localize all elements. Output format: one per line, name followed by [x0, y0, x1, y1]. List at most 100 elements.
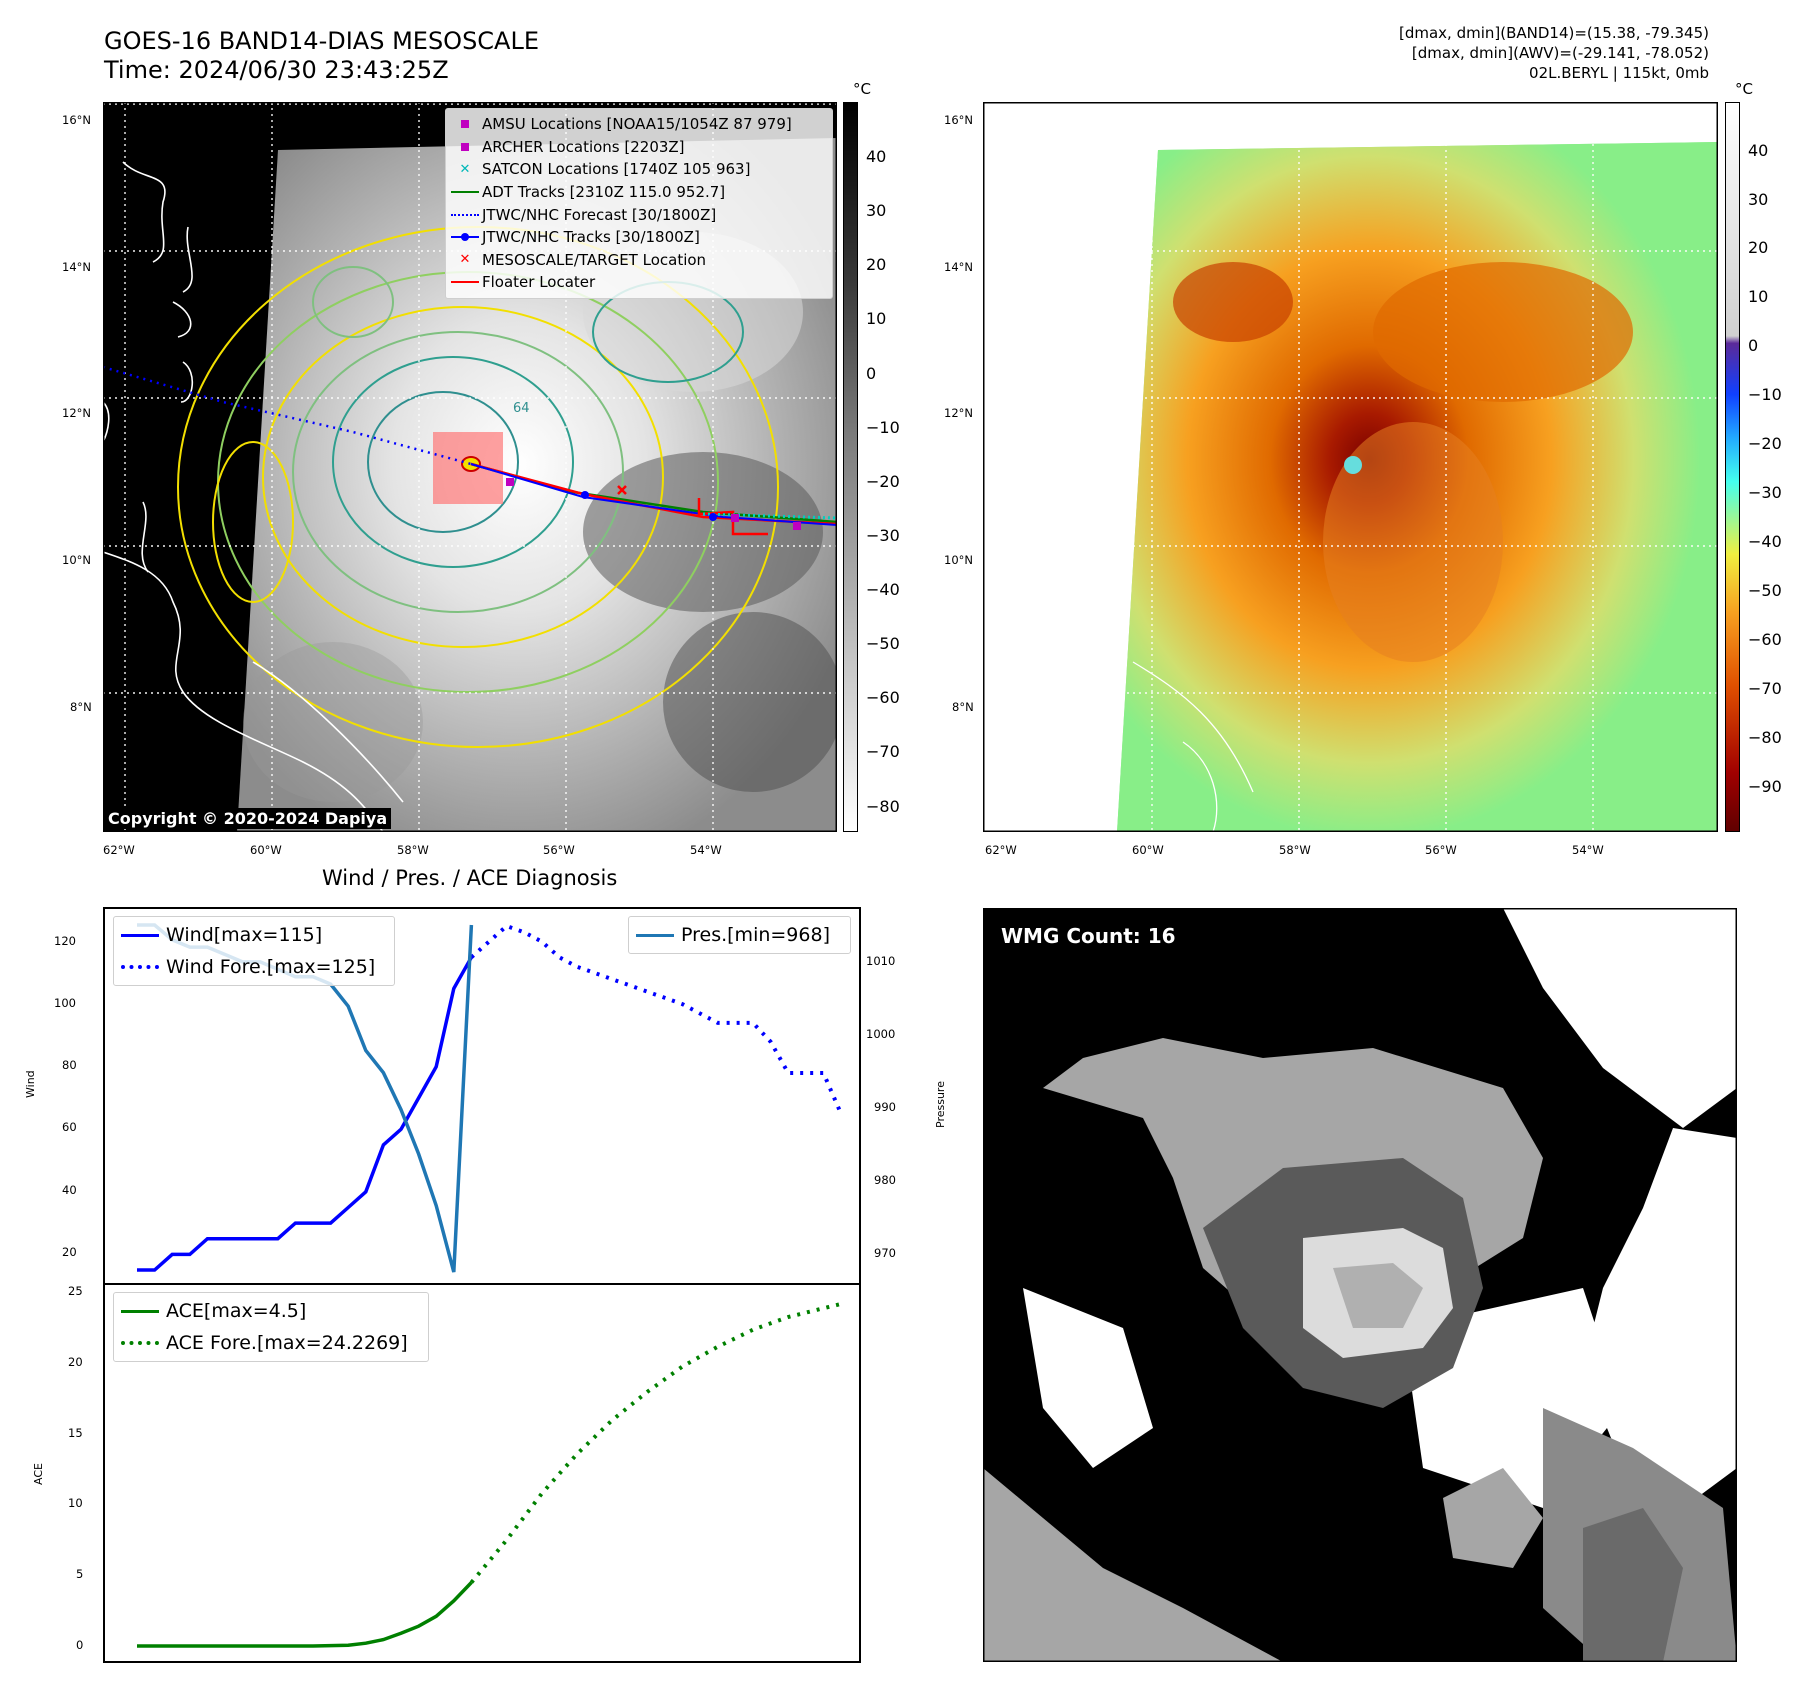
wmg-image: [983, 908, 1737, 1662]
legend-archer: ARCHER Locations [2203Z]: [448, 136, 830, 159]
ir-cb-tick: −60: [866, 688, 900, 707]
lat-tick-16n: 16°N: [62, 113, 91, 127]
wind-tick: 80: [62, 1058, 77, 1072]
green-line-icon: [451, 191, 479, 194]
lon-tick-54w: 54°W: [690, 843, 722, 857]
ir-cb-tick: −30: [866, 526, 900, 545]
lat-tick-12n: 12°N: [62, 406, 91, 420]
lat-tick-12n: 12°N: [944, 406, 973, 420]
ir-cb-tick: 10: [866, 309, 887, 328]
lon-tick-54w: 54°W: [1572, 843, 1604, 857]
ace-tick: 25: [68, 1284, 83, 1298]
wmg-count-label: WMG Count: 16: [1001, 924, 1176, 948]
awv-cb-tick: −40: [1748, 532, 1782, 551]
ir-cb-tick: 30: [866, 201, 887, 220]
ir-cb-tick: 40: [866, 147, 887, 166]
ir-cb-tick: −80: [866, 797, 900, 816]
pressure-tick: 1000: [866, 1027, 896, 1041]
contour-label: 64: [513, 401, 530, 416]
cyan-x-icon: ✕: [459, 161, 471, 177]
ir-cb-tick: −10: [866, 418, 900, 437]
blue-line-dot-icon: [451, 233, 479, 242]
ace-series-line: [137, 1581, 473, 1648]
lon-tick-56w: 56°W: [543, 843, 575, 857]
ir-cb-tick: −40: [866, 580, 900, 599]
lat-tick-14n: 14°N: [944, 260, 973, 274]
ace-tick: 15: [68, 1426, 83, 1440]
awv-cb-tick: 20: [1748, 238, 1769, 257]
ace-tick: 5: [76, 1567, 84, 1581]
lon-tick-62w: 62°W: [985, 843, 1017, 857]
wind-legend: Wind[max=115] Wind Fore.[max=125]: [113, 916, 395, 986]
legend-floater: Floater Locater: [448, 271, 830, 294]
awv-map-panel: [983, 102, 1718, 832]
ace-axis-label: ACE: [32, 1463, 45, 1485]
magenta-square-icon: [461, 142, 469, 151]
ace-tick: 10: [68, 1496, 83, 1510]
lat-tick-10n: 10°N: [944, 553, 973, 567]
magenta-square-icon: [461, 120, 469, 129]
ir-colorbar: [843, 102, 858, 832]
ir-colorbar-unit: °C: [853, 80, 871, 98]
wind-axis-label: Wind: [24, 1070, 37, 1098]
awv-cb-tick: 30: [1748, 190, 1769, 209]
awv-cb-tick: −20: [1748, 434, 1782, 453]
awv-cb-tick: −80: [1748, 728, 1782, 747]
awv-cb-tick: 0: [1748, 336, 1759, 355]
ir-cb-tick: 20: [866, 255, 887, 274]
wind-tick: 60: [62, 1120, 77, 1134]
green-dotted-line-icon: [121, 1341, 159, 1345]
awv-cb-tick: −90: [1748, 777, 1782, 796]
copyright-label: Copyright © 2020-2024 Dapiya: [104, 808, 392, 829]
info-band14: [dmax, dmin](BAND14)=(15.38, -79.345): [1398, 24, 1709, 42]
ace-legend: ACE[max=4.5] ACE Fore.[max=24.2269]: [113, 1292, 429, 1362]
info-awv: [dmax, dmin](AWV)=(-29.141, -78.052): [1411, 44, 1709, 62]
lon-tick-56w: 56°W: [1425, 843, 1457, 857]
pressure-tick: 970: [874, 1246, 896, 1260]
legend-tracks: JTWC/NHC Tracks [30/1800Z]: [448, 226, 830, 249]
awv-cb-tick: 40: [1748, 141, 1769, 160]
wind-forecast-series-line: [470, 923, 843, 1115]
ir-cb-tick: −50: [866, 634, 900, 653]
awv-map-image: [983, 102, 1718, 832]
ir-cb-tick: 0: [866, 364, 877, 383]
lat-tick-10n: 10°N: [62, 553, 91, 567]
ace-forecast-series-line: [469, 1301, 842, 1584]
pressure-axis-label: Pressure: [934, 1081, 947, 1128]
legend-adt: ADT Tracks [2310Z 115.0 952.7]: [448, 181, 830, 204]
blue-dotted-line-icon: [451, 213, 479, 216]
lat-tick-8n: 8°N: [952, 700, 974, 714]
legend-mesoscale: ✕ MESOSCALE/TARGET Location: [448, 249, 830, 272]
awv-cb-tick: −30: [1748, 483, 1782, 502]
pressure-tick: 990: [874, 1100, 896, 1114]
awv-cb-tick: 10: [1748, 287, 1769, 306]
lon-tick-58w: 58°W: [397, 843, 429, 857]
wind-tick: 40: [62, 1183, 77, 1197]
green-line-icon: [121, 1309, 159, 1313]
wind-tick: 120: [54, 934, 76, 948]
red-x-icon: ✕: [459, 252, 471, 268]
awv-colorbar-unit: °C: [1735, 80, 1753, 98]
blue-line-icon: [121, 933, 159, 937]
awv-cb-tick: −10: [1748, 385, 1782, 404]
blue-dotted-line-icon: [121, 965, 159, 969]
legend-wind-forecast: Wind Fore.[max=125]: [114, 951, 394, 983]
lat-tick-8n: 8°N: [70, 700, 92, 714]
awv-cb-tick: −70: [1748, 679, 1782, 698]
lon-tick-62w: 62°W: [103, 843, 135, 857]
legend-ace-forecast: ACE Fore.[max=24.2269]: [114, 1327, 428, 1359]
legend-wind: Wind[max=115]: [114, 919, 394, 951]
wmg-panel: [983, 908, 1737, 1662]
chart-time: Time: 2024/06/30 23:43:25Z: [104, 56, 449, 84]
pressure-legend: Pres.[min=968]: [628, 916, 851, 954]
lat-tick-16n: 16°N: [944, 113, 973, 127]
info-storm: 02L.BERYL | 115kt, 0mb: [1529, 64, 1709, 82]
pressure-tick: 1010: [866, 954, 896, 968]
awv-cb-tick: −60: [1748, 630, 1782, 649]
legend-amsu: AMSU Locations [NOAA15/1054Z 87 979]: [448, 113, 830, 136]
lon-tick-60w: 60°W: [1132, 843, 1164, 857]
chart-title: GOES-16 BAND14-DIAS MESOSCALE: [104, 27, 540, 55]
legend-forecast: JTWC/NHC Forecast [30/1800Z]: [448, 203, 830, 226]
legend-ace: ACE[max=4.5]: [114, 1295, 428, 1327]
